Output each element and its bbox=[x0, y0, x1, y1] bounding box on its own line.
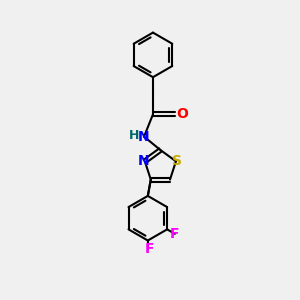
Text: H: H bbox=[128, 129, 139, 142]
Text: F: F bbox=[170, 227, 180, 241]
Text: S: S bbox=[172, 154, 182, 168]
Text: F: F bbox=[145, 242, 154, 256]
Text: N: N bbox=[138, 130, 150, 144]
Text: O: O bbox=[177, 107, 189, 121]
Text: N: N bbox=[138, 154, 149, 168]
